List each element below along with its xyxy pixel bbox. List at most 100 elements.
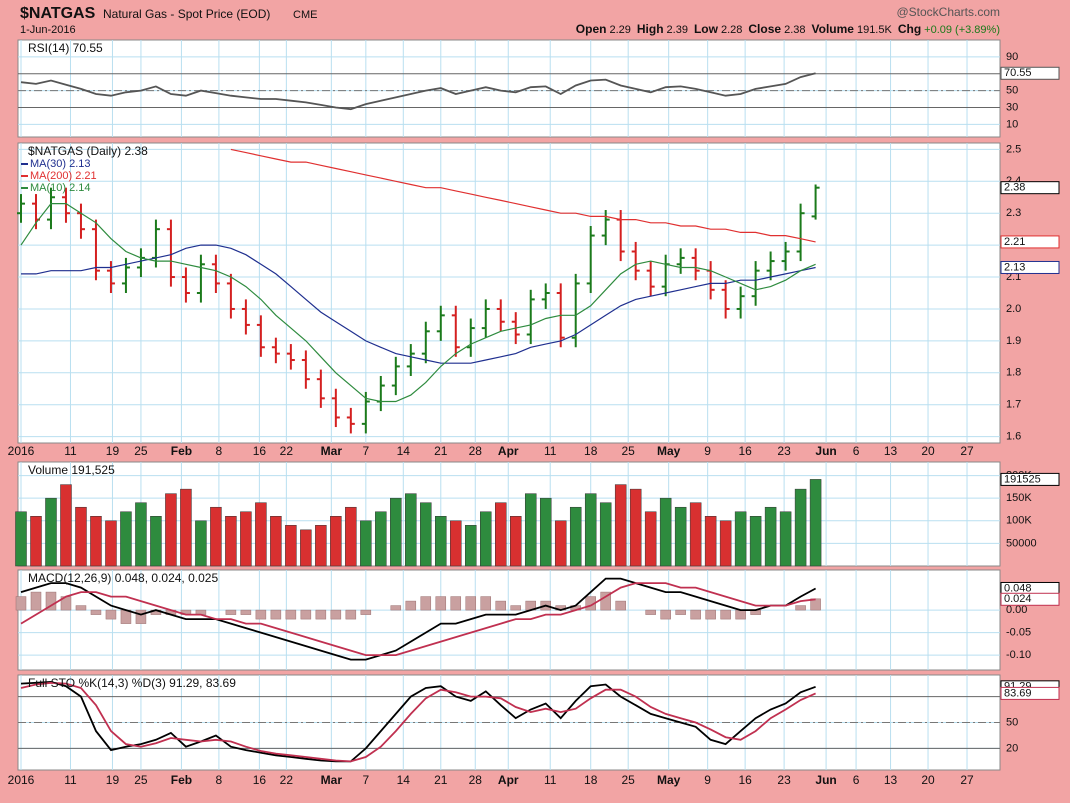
histogram-bar [105, 609, 117, 620]
x-tick-label: 16 [738, 773, 752, 787]
legend-label: MA(10) 2.14 [30, 182, 91, 194]
y-tick-label: -0.10 [1006, 649, 1031, 661]
quote-value: +0.09 (+3.89%) [924, 24, 1000, 36]
x-tick-label: 11 [544, 444, 557, 458]
volume-bar [180, 488, 192, 567]
histogram-bar [360, 609, 372, 615]
x-tick-label: 22 [280, 444, 294, 458]
x-tick-label: 20 [921, 444, 935, 458]
volume-bar [390, 497, 402, 567]
x-tick-label: 28 [469, 773, 483, 787]
x-tick-label: 8 [216, 444, 223, 458]
x-tick-label: 25 [622, 773, 636, 787]
value-box [1000, 66, 1060, 80]
value-box-label: 0.024 [1004, 593, 1032, 605]
exchange: CME [293, 9, 317, 21]
x-tick-label: 6 [853, 444, 860, 458]
volume-bar [165, 493, 177, 567]
volume-bar [330, 516, 342, 567]
volume-bar [764, 506, 777, 567]
volume-bar [629, 488, 642, 567]
y-tick-label: -0.05 [1006, 627, 1031, 639]
histogram-bar [480, 596, 492, 611]
histogram-bar [720, 609, 731, 620]
histogram-bar [90, 609, 102, 615]
volume-bar [465, 525, 477, 567]
volume-bar [509, 516, 522, 567]
panel [17, 142, 1001, 444]
histogram-bar [690, 609, 701, 620]
histogram-bar [225, 609, 237, 615]
histogram-bar [405, 600, 417, 611]
x-tick-label: 21 [434, 444, 448, 458]
volume-bar [120, 511, 132, 567]
volume-bar [480, 511, 492, 567]
volume-bar [360, 520, 372, 567]
volume-bar [554, 520, 567, 567]
x-tick-label: 25 [622, 444, 636, 458]
volume-bar [794, 488, 807, 567]
volume-bar [495, 502, 507, 567]
x-tick-label: 13 [884, 444, 898, 458]
panel-title: MACD(12,26,9) 0.048, 0.024, 0.025 [28, 571, 218, 585]
x-tick-label: 19 [106, 444, 120, 458]
quote-value: 2.39 [667, 24, 688, 36]
value-box-label: 70.55 [1004, 67, 1032, 79]
legend-label: MA(200) 2.21 [30, 170, 97, 182]
date: 1-Jun-2016 [20, 24, 76, 36]
volume-bar [614, 484, 627, 567]
histogram-bar [510, 605, 521, 611]
volume-bar [584, 493, 597, 567]
series-line [20, 681, 816, 763]
volume-bar [779, 511, 792, 567]
histogram-bar [705, 609, 716, 620]
volume-bar [150, 516, 162, 567]
histogram-bar [420, 596, 432, 611]
histogram-bar [45, 591, 57, 611]
y-tick-label: 1.9 [1006, 335, 1021, 347]
volume-bar [255, 502, 267, 567]
volume-bar [225, 516, 237, 567]
panel-title: $NATGAS (Daily) 2.38 [28, 144, 148, 158]
y-tick-label: 90 [1006, 51, 1018, 63]
volume-bar [599, 502, 612, 567]
value-box [1000, 686, 1060, 700]
quote-label: Close [748, 22, 781, 36]
histogram-bar [345, 609, 357, 620]
y-tick-label: 1.7 [1006, 399, 1021, 411]
volume-bar [450, 520, 462, 567]
quote-line: Open 2.29 High 2.39 Low 2.28 Close 2.38 Volume 19… [576, 22, 1000, 36]
value-box-label: 83.69 [1004, 687, 1032, 699]
x-tick-label: 28 [469, 444, 483, 458]
histogram-bar [615, 600, 626, 611]
volume-bar [195, 520, 207, 567]
volume-bar [105, 520, 117, 567]
histogram-bar [735, 609, 746, 620]
volume-bar [719, 520, 732, 567]
value-box-label: 2.21 [1004, 236, 1025, 248]
y-tick-label: 2.3 [1006, 207, 1021, 219]
quote-label: High [637, 22, 664, 36]
source: @StockCharts.com [896, 5, 1000, 19]
histogram-bar [315, 609, 327, 620]
volume-bar [569, 506, 582, 567]
histogram-bar [300, 609, 312, 620]
volume-bar [60, 484, 72, 567]
value-box [1000, 235, 1060, 249]
series-line [20, 203, 816, 403]
instrument-name: Natural Gas - Spot Price (EOD) [103, 7, 270, 21]
volume-bar [90, 516, 102, 567]
histogram-bar [135, 609, 147, 624]
y-tick-label: 1.6 [1006, 431, 1021, 443]
x-tick-label: Apr [498, 444, 519, 458]
x-tick-label: 6 [853, 773, 860, 787]
series-line [20, 680, 816, 763]
y-tick-label: 150K [1006, 492, 1032, 504]
value-box-label: 191525 [1004, 473, 1041, 485]
volume-bar [539, 497, 552, 567]
histogram-bar [675, 609, 686, 615]
volume-bar [659, 497, 672, 567]
volume-bar [674, 506, 687, 567]
x-tick-label: 23 [777, 444, 791, 458]
quote-label: Open [576, 22, 607, 36]
